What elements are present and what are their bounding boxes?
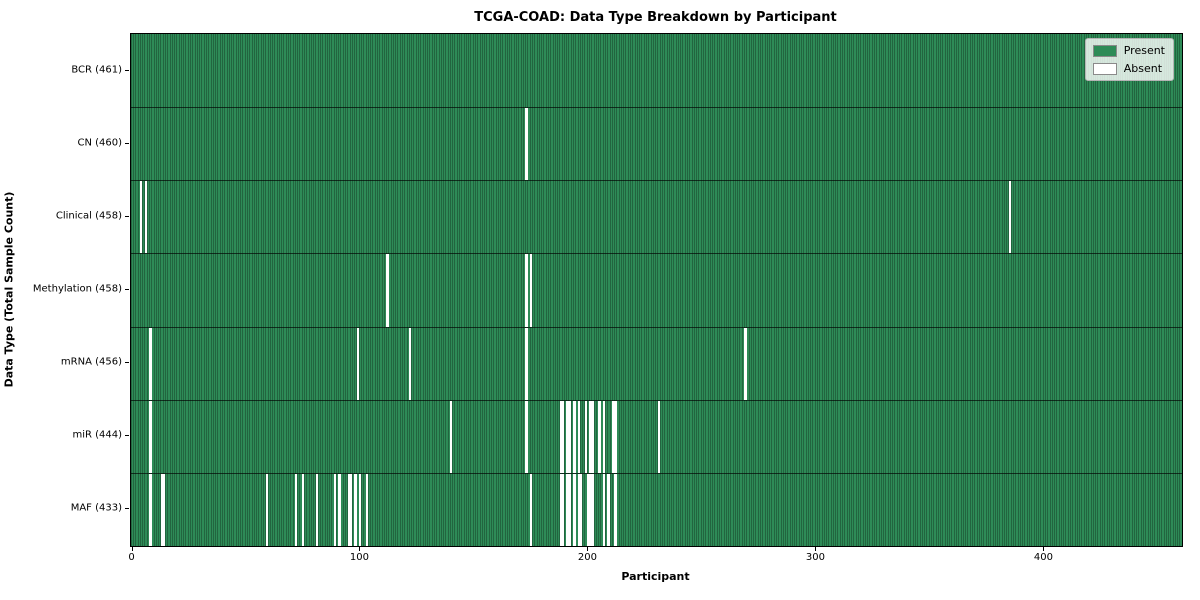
absent-cell — [614, 473, 617, 546]
absent-cell — [607, 473, 610, 546]
absent-cell — [573, 473, 576, 546]
ytick-label-BCR: BCR (461) — [71, 64, 122, 76]
absent-cell — [568, 473, 571, 546]
absent-cell — [386, 254, 389, 327]
ytick-mark — [124, 142, 129, 144]
absent-cell — [525, 108, 528, 181]
heatmap-row-mRNA — [131, 326, 1182, 400]
absent-cell — [577, 400, 581, 473]
ytick-mark — [124, 289, 129, 290]
absent-cell — [614, 400, 617, 473]
absent-cell — [1008, 181, 1011, 254]
absent-cell — [149, 473, 152, 546]
ytick-mark — [124, 215, 129, 217]
xtick-label-400: 400 — [1033, 552, 1053, 563]
absent-cell — [657, 400, 660, 473]
xtick-label-0: 0 — [128, 552, 135, 563]
absent-cell — [566, 473, 569, 546]
xtick-mark — [587, 546, 589, 551]
ytick-label-mRNA: mRNA (456) — [60, 356, 122, 368]
legend-label-absent: Absent — [1123, 62, 1163, 75]
absent-cell — [347, 473, 350, 546]
absent-cell — [409, 327, 412, 400]
absent-cell — [525, 254, 528, 327]
absent-cell — [598, 400, 601, 473]
absent-cell — [301, 473, 305, 546]
xtick-label-100: 100 — [349, 552, 370, 563]
absent-cell — [573, 400, 576, 473]
absent-cell — [265, 473, 268, 546]
absent-cell — [144, 181, 147, 254]
xtick-mark — [131, 546, 133, 551]
ytick-label-CN: CN (460) — [77, 137, 122, 149]
absent-cell — [584, 400, 587, 473]
xtick-mark — [815, 546, 817, 551]
ytick-label-MAF: MAF (433) — [70, 502, 122, 514]
absent-cell — [149, 327, 152, 400]
heatmap-row-Methylation — [131, 253, 1182, 327]
absent-cell — [561, 400, 565, 473]
ytick-mark — [124, 69, 129, 71]
absent-cell — [559, 400, 562, 473]
absent-cell — [349, 473, 353, 546]
absent-cell — [744, 327, 747, 400]
absent-cell — [354, 473, 357, 546]
ytick-mark — [124, 435, 129, 437]
ytick-mark — [124, 508, 129, 510]
absent-cell — [315, 473, 318, 546]
heatmap-row-BCR — [131, 34, 1182, 108]
absent-cell — [525, 327, 528, 400]
absent-cell — [529, 254, 533, 327]
x-axis-label: Participant — [621, 570, 690, 583]
absent-cell — [602, 400, 606, 473]
absent-cell — [338, 473, 341, 546]
absent-cell — [333, 473, 337, 546]
xtick-label-200: 200 — [577, 552, 597, 563]
xtick-mark — [1043, 546, 1045, 551]
absent-cell — [577, 473, 581, 546]
absent-cell — [602, 473, 606, 546]
absent-cell — [162, 473, 166, 546]
absent-cell — [566, 400, 569, 473]
absent-cell — [356, 327, 359, 400]
absent-cell — [612, 400, 615, 473]
absent-cell — [591, 400, 594, 473]
heatmap-row-CN — [131, 107, 1182, 181]
ytick-mark — [124, 362, 129, 364]
xtick-label-300: 300 — [805, 552, 825, 563]
absent-cell — [295, 473, 298, 546]
legend-item-present: Present — [1092, 44, 1165, 57]
absent-cell — [358, 473, 362, 546]
absent-cell — [591, 473, 594, 546]
xtick-mark — [359, 546, 361, 551]
absent-cell — [140, 181, 143, 254]
ytick-label-Methylation: Methylation (458) — [32, 283, 122, 295]
absent-swatch — [1092, 62, 1117, 75]
absent-cell — [529, 473, 533, 546]
absent-cell — [580, 473, 583, 546]
ytick-label-miR: miR (444) — [72, 429, 122, 441]
absent-cell — [450, 400, 453, 473]
legend-label-present: Present — [1123, 44, 1165, 57]
absent-cell — [589, 473, 592, 546]
present-swatch — [1092, 44, 1117, 57]
chart-title: TCGA-COAD: Data Type Breakdown by Partic… — [474, 10, 837, 25]
heatmap-row-Clinical — [131, 180, 1182, 254]
absent-cell — [525, 400, 528, 473]
absent-cell — [561, 473, 565, 546]
heatmap-plot — [130, 33, 1183, 547]
absent-cell — [160, 473, 163, 546]
heatmap-row-MAF — [131, 472, 1182, 546]
absent-cell — [149, 400, 152, 473]
ytick-label-Clinical: Clinical (458) — [55, 210, 122, 222]
legend-item-absent: Absent — [1092, 62, 1165, 75]
heatmap-row-miR — [131, 399, 1182, 473]
absent-cell — [568, 400, 571, 473]
legend: Present Absent — [1084, 38, 1174, 81]
absent-cell — [589, 400, 592, 473]
absent-cell — [559, 473, 562, 546]
absent-cell — [586, 473, 590, 546]
absent-cell — [365, 473, 369, 546]
